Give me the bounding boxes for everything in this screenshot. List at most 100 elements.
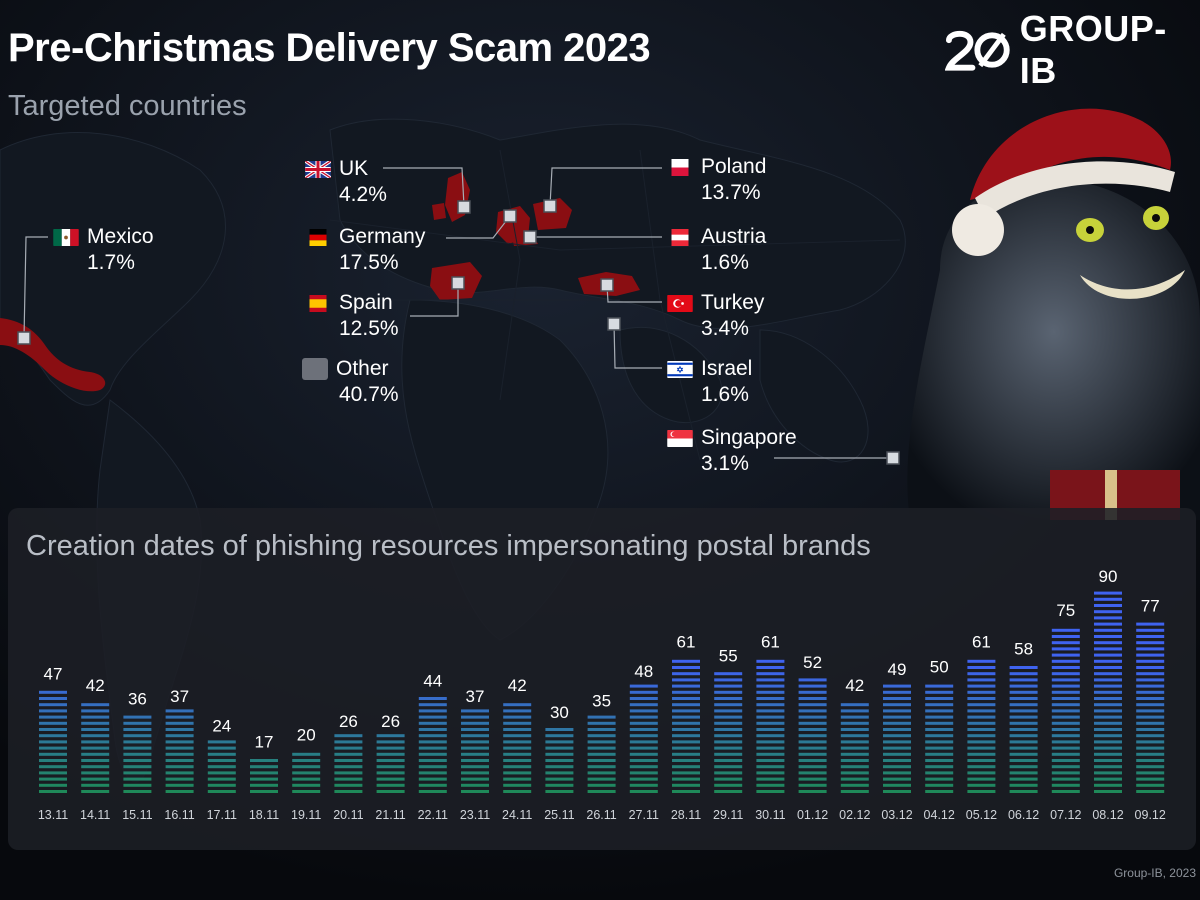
bar-segment	[39, 759, 67, 762]
bar-segment	[672, 759, 700, 762]
country-label-poland: Poland 13.7%	[667, 155, 766, 205]
x-tick-label: 21.11	[375, 808, 405, 822]
bar-segment	[1136, 641, 1165, 645]
bar-segment	[967, 666, 996, 669]
bar-segment	[967, 790, 996, 793]
bar-segment	[587, 721, 616, 725]
bar-segment	[1136, 703, 1165, 707]
x-tick-label: 28.11	[671, 808, 701, 822]
bar-segment	[503, 728, 532, 731]
bar-segment	[1094, 591, 1122, 595]
country-name: Poland	[701, 155, 767, 178]
bar-segment	[967, 715, 996, 719]
bar	[840, 703, 869, 793]
bar-segment	[925, 740, 954, 744]
x-tick-label: 15.11	[122, 808, 152, 822]
bar-segment	[39, 752, 67, 756]
bar-segment	[334, 740, 363, 744]
leader-line-poland	[549, 167, 662, 207]
bar-segment	[39, 690, 67, 694]
country-percent: 40.7%	[339, 383, 399, 406]
credit-text: Group-IB, 2023	[1113, 866, 1196, 880]
bar-segment	[1094, 653, 1122, 657]
bar-segment	[545, 740, 574, 744]
bar-segment	[461, 777, 489, 781]
bar-segment	[840, 759, 869, 762]
marker-uk	[457, 200, 471, 214]
bar-segment	[756, 721, 785, 725]
bar-segment	[587, 765, 616, 769]
bar-segment	[1094, 628, 1122, 632]
bar	[714, 672, 743, 793]
bar-segment	[840, 715, 869, 719]
data-label: 24	[212, 717, 231, 736]
bar-segment	[81, 783, 110, 787]
bar-segment	[798, 740, 827, 744]
bar-segment	[461, 783, 489, 787]
bar-segment	[39, 790, 67, 793]
bar	[545, 728, 574, 793]
bar-segment	[714, 783, 743, 787]
bar-segment	[1094, 684, 1122, 688]
bar-segment	[503, 777, 532, 781]
bar-segment	[883, 728, 911, 731]
bar-segment	[629, 684, 658, 688]
bar-segment	[967, 709, 996, 713]
bar-segment	[714, 709, 743, 713]
bar-segment	[1094, 666, 1122, 669]
bar-segment	[587, 790, 616, 793]
bar-segment	[883, 783, 911, 787]
bar-segment	[39, 740, 67, 744]
bar-segment	[1094, 690, 1122, 694]
bar-segment	[840, 771, 869, 775]
bar-segment	[883, 790, 911, 793]
bar-segment	[925, 734, 954, 738]
bar-segment	[1094, 740, 1122, 744]
logo-mark-icon	[945, 30, 1010, 71]
bar-segment	[1136, 653, 1165, 657]
bar-segment	[883, 752, 911, 756]
bar-segment	[967, 740, 996, 744]
bar-segment	[672, 703, 700, 707]
bar-segment	[123, 721, 152, 725]
bar-segment	[629, 734, 658, 738]
bar-segment	[925, 715, 954, 719]
bar-segment	[925, 759, 954, 762]
bar-segment	[1136, 659, 1165, 663]
bar-segment	[545, 790, 574, 793]
bar-segment	[756, 678, 785, 682]
data-label: 52	[803, 653, 822, 672]
data-label: 42	[845, 676, 864, 695]
bar-segment	[1051, 759, 1080, 762]
bar-segment	[1009, 715, 1038, 719]
country-percent: 1.6%	[701, 251, 749, 274]
bar-segment	[883, 690, 911, 694]
bar-segment	[1009, 703, 1038, 707]
bar-segment	[1051, 697, 1080, 700]
bar-segment	[629, 765, 658, 769]
leader-line-uk	[383, 167, 465, 207]
bar-segment	[840, 777, 869, 781]
bar-segment	[1136, 709, 1165, 713]
bar-segment	[503, 709, 532, 713]
bar-segment	[1094, 622, 1122, 626]
bar-segment	[1136, 622, 1165, 626]
bar-segment	[629, 697, 658, 700]
bar-segment	[967, 759, 996, 762]
bar-segment	[714, 752, 743, 756]
bar-segment	[1094, 721, 1122, 725]
x-tick-label: 05.12	[966, 808, 997, 822]
bar-segment	[1094, 647, 1122, 651]
bar-segment	[714, 771, 743, 775]
bar-segment	[756, 697, 785, 700]
country-percent: 17.5%	[339, 251, 399, 274]
bar-segment	[1094, 759, 1122, 762]
bar-segment	[925, 783, 954, 787]
bar-segment	[1051, 672, 1080, 676]
country-label-mexico: Mexico 1.7%	[53, 225, 154, 275]
bar-segment	[967, 752, 996, 756]
bar-segment	[123, 715, 152, 719]
bar-segment	[1094, 616, 1122, 620]
x-tick-label: 13.11	[38, 808, 68, 822]
bar-segment	[1051, 666, 1080, 669]
